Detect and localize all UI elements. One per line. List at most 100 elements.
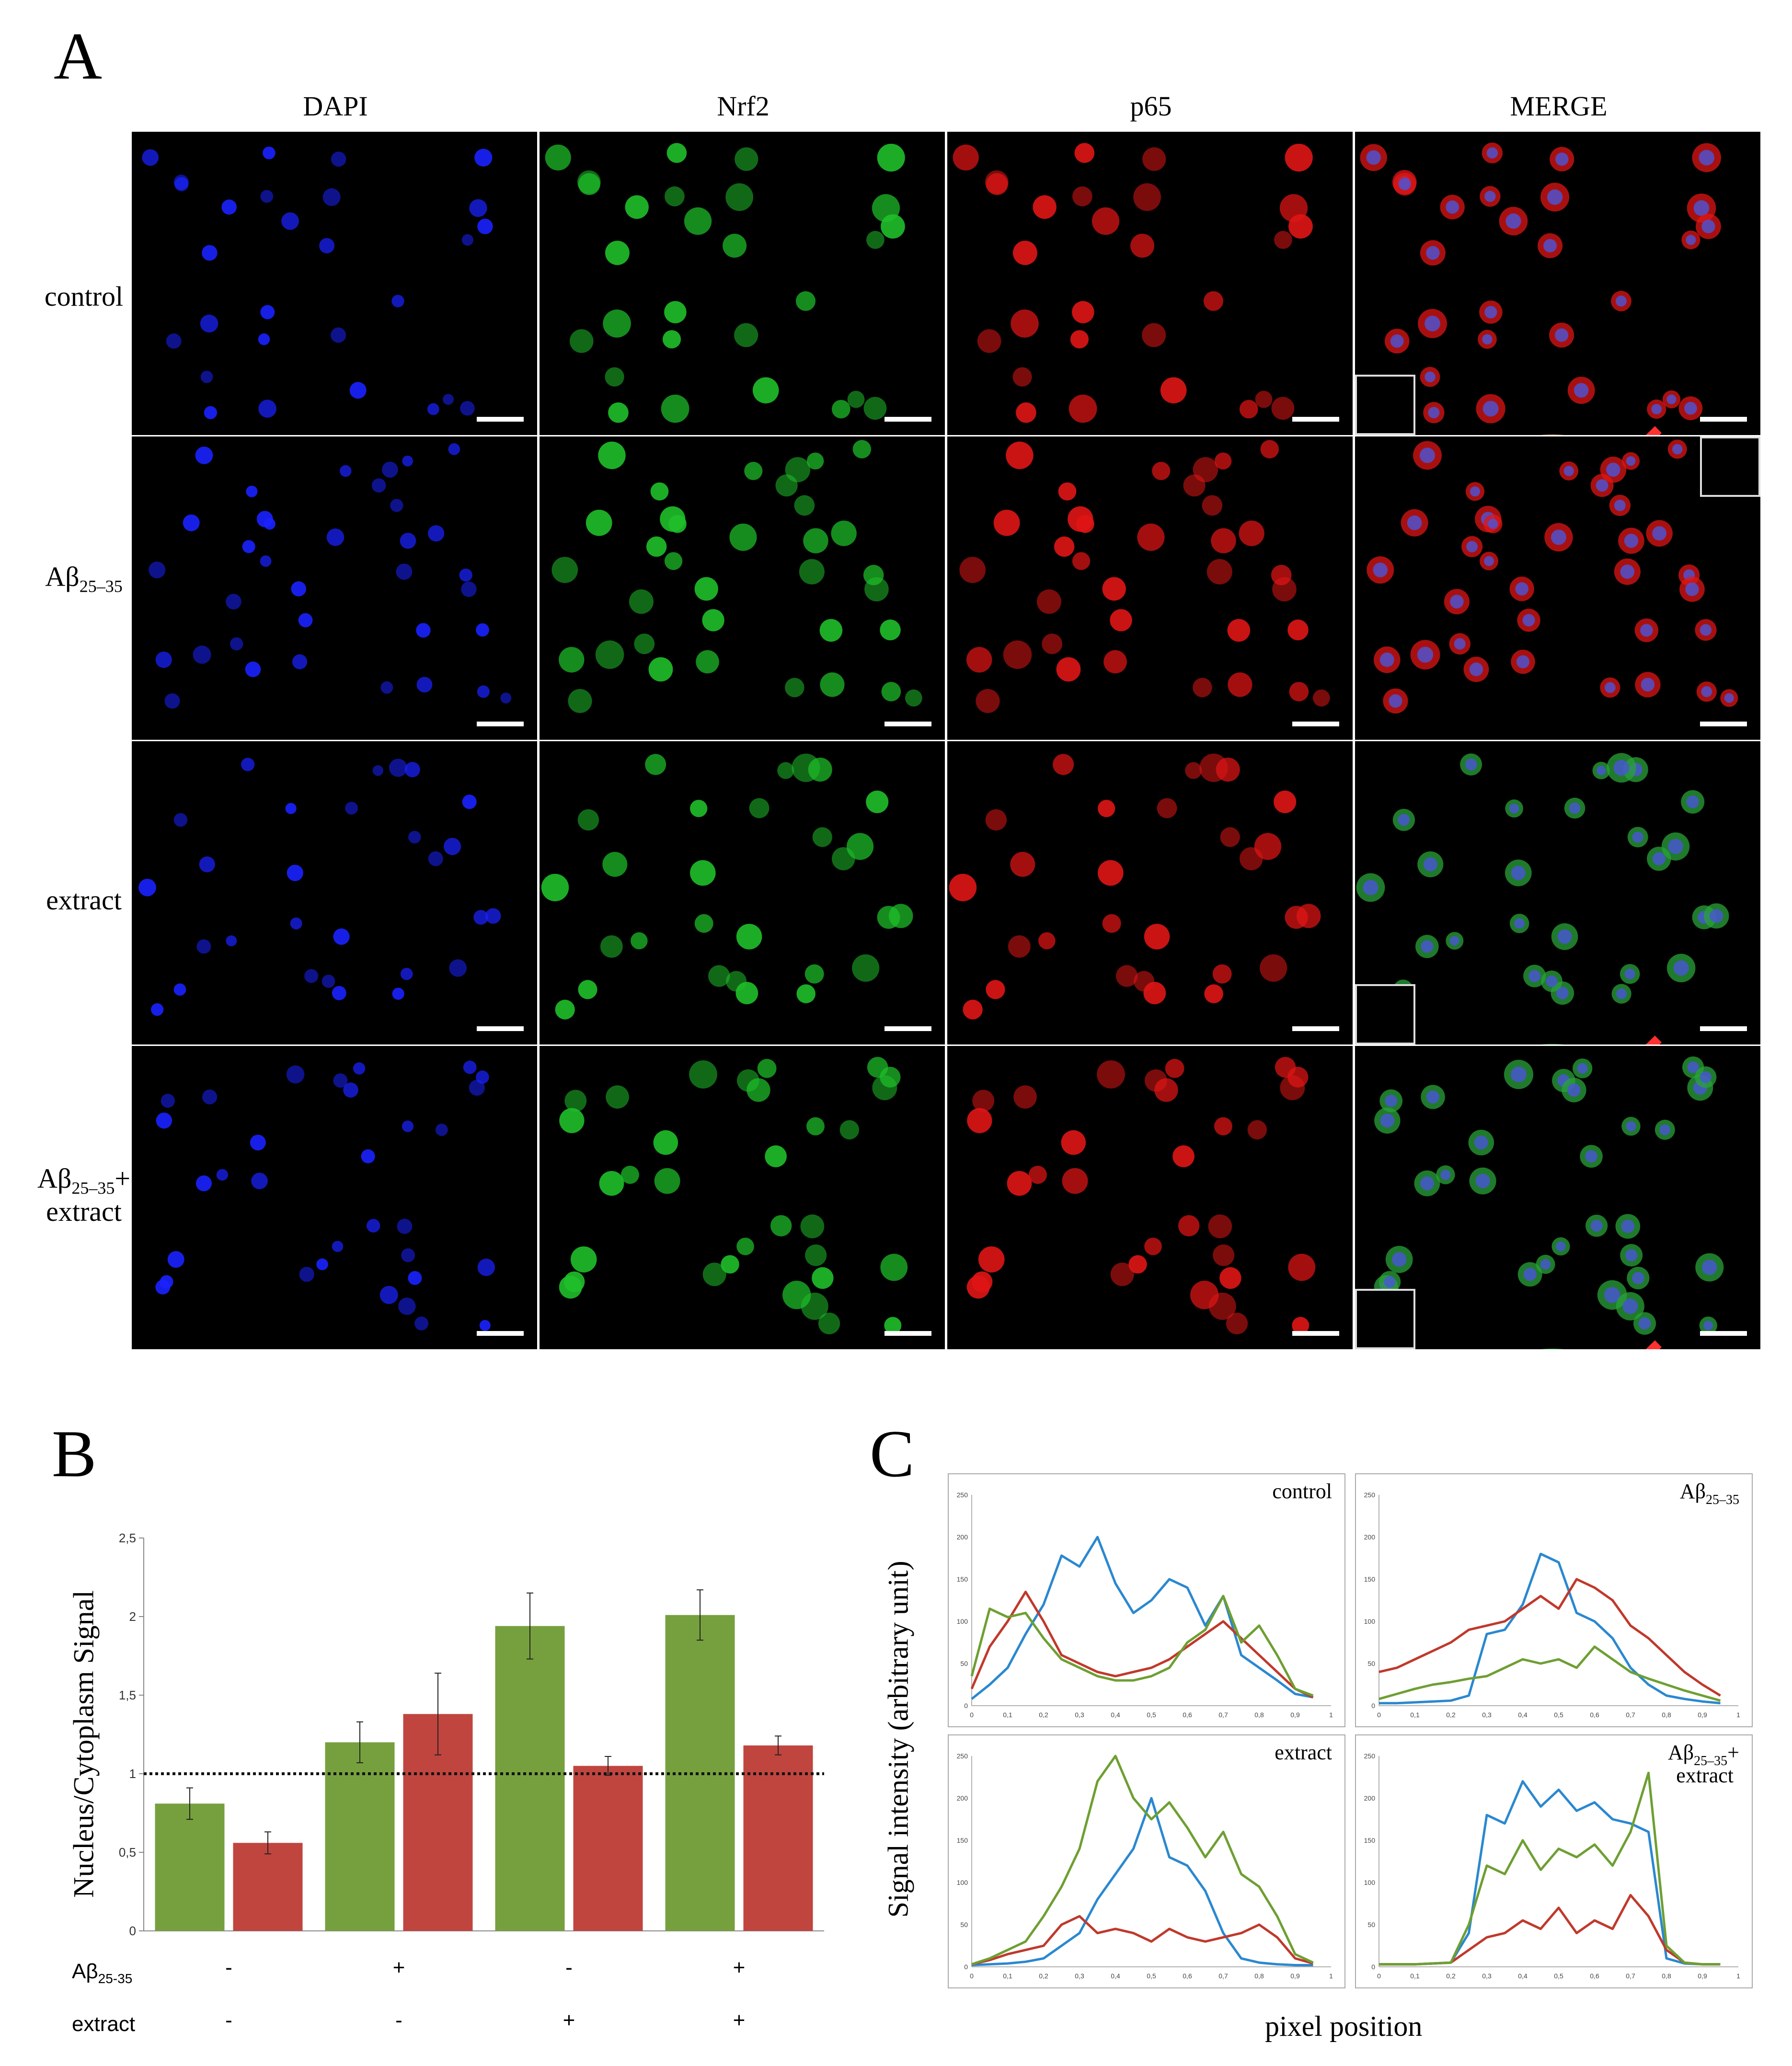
merge-cell-nucleus	[1379, 653, 1394, 667]
cell-blob	[402, 1120, 414, 1132]
cell-blob	[570, 1246, 597, 1273]
profile-y-tick-label: 100	[1364, 1879, 1376, 1886]
bar	[665, 1615, 735, 1931]
merge-cell-nucleus	[1563, 466, 1574, 476]
profile-series-line	[1379, 1552, 1721, 1705]
cell-blob	[443, 394, 454, 405]
profile-y-tick-label: 200	[957, 1794, 968, 1802]
cell-blob	[333, 928, 350, 945]
micrograph-abeta-extract-merge	[1355, 1046, 1760, 1349]
profile-chart: 0 50 100 150 200 250 0 0,1 0,2 0,3 0,4 0,5 0,6 0,7 0,8…	[948, 1473, 1345, 1727]
merge-cell-nucleus	[1659, 1124, 1671, 1136]
cell-blob	[578, 980, 597, 999]
profile-x-tick-label: 0,2	[1039, 1972, 1048, 1980]
merge-cell-nucleus	[1363, 880, 1378, 895]
merge-cell-nucleus	[1640, 624, 1653, 637]
cell-blob	[161, 1093, 175, 1108]
merge-cell-nucleus	[1699, 149, 1714, 166]
bar	[233, 1843, 303, 1931]
profile-chart: 0 50 100 150 200 250 0 0,1 0,2 0,3 0,4 0,5 0,6 0,7 0,8…	[1355, 1473, 1753, 1727]
cell-blob	[905, 689, 922, 707]
profile-x-tick-label: 0,9	[1290, 1711, 1300, 1719]
extract-sign: +	[733, 2009, 746, 2032]
cell-blob	[1061, 1130, 1086, 1155]
cell-blob	[1239, 520, 1264, 546]
cell-blob	[1214, 1117, 1232, 1136]
cell-blob	[953, 144, 979, 171]
cell-blob	[645, 754, 666, 775]
cell-blob	[736, 1238, 754, 1255]
merge-cell-nucleus	[1398, 178, 1411, 191]
cell-blob	[1102, 914, 1121, 933]
cell-blob	[993, 509, 1020, 536]
profile-series-line	[971, 1536, 1313, 1700]
cell-blob	[629, 589, 654, 614]
cell-blob	[1110, 1263, 1134, 1286]
merge-cell-nucleus	[1407, 515, 1422, 530]
merge-cell-nucleus	[1666, 394, 1677, 404]
cell-blob	[1137, 523, 1165, 551]
merge-cell-nucleus	[1616, 988, 1627, 999]
cell-blob	[196, 939, 211, 954]
merge-cell-nucleus	[1449, 936, 1459, 946]
cell-blob	[605, 241, 630, 265]
cell-blob	[1226, 1312, 1248, 1334]
scale-bar	[885, 417, 931, 422]
cell-blob	[1012, 241, 1037, 265]
profile-x-tick-label: 0,5	[1554, 1711, 1563, 1719]
cell-blob	[812, 827, 832, 847]
cell-blob	[559, 1108, 585, 1133]
cell-blob	[402, 455, 413, 467]
cell-blob	[765, 1145, 787, 1168]
scale-bar	[1700, 1331, 1747, 1336]
cell-blob	[806, 452, 824, 470]
cell-blob	[847, 390, 865, 408]
cell-blob	[349, 382, 367, 399]
cell-blob	[1165, 1059, 1184, 1078]
profile-x-tick-label: 0,8	[1662, 1972, 1671, 1980]
merge-cell-nucleus	[1606, 462, 1620, 477]
cell-blob	[555, 999, 575, 1020]
cell-blob	[1274, 791, 1297, 814]
merge-cell-nucleus	[1624, 968, 1635, 979]
merge-cell-nucleus	[1543, 239, 1557, 253]
cell-blob	[852, 954, 880, 982]
scale-bar	[885, 1026, 931, 1031]
merge-cell-nucleus	[1466, 540, 1478, 552]
cell-blob	[332, 986, 346, 1000]
cell-blob	[1144, 1238, 1162, 1255]
cell-blob	[696, 650, 719, 674]
scale-bar	[885, 1331, 931, 1336]
cell-blob	[477, 1258, 495, 1276]
cell-blob	[1058, 482, 1077, 501]
profile-frame	[948, 1473, 1345, 1727]
cell-blob	[195, 447, 213, 464]
cell-blob	[202, 1089, 218, 1105]
cell-blob	[820, 672, 845, 697]
profile-x-tick-label: 1	[1736, 1972, 1740, 1980]
cell-blob	[477, 685, 490, 698]
profile-x-tick-label: 0	[1377, 1711, 1381, 1719]
cell-blob	[888, 904, 913, 929]
cell-blob	[1072, 552, 1091, 570]
bar-y-tick-label: 0	[129, 1924, 136, 1938]
micrograph-control-nrf2	[540, 132, 945, 435]
cell-blob	[379, 1286, 398, 1304]
profile-y-tick-label: 150	[1364, 1575, 1376, 1583]
bar	[155, 1803, 225, 1931]
extract-sign: +	[563, 2009, 575, 2032]
scale-bar	[1292, 722, 1339, 726]
cell-blob	[396, 563, 413, 580]
cell-blob	[304, 969, 319, 983]
merge-cell-nucleus	[1585, 1150, 1597, 1163]
cell-blob	[287, 864, 303, 881]
scale-bar	[1700, 722, 1747, 726]
micrograph-abeta-p65	[947, 436, 1353, 740]
merge-cell-nucleus	[1523, 1267, 1537, 1281]
cell-blob	[1219, 1267, 1241, 1289]
cell-blob	[795, 291, 816, 311]
cell-blob	[1028, 1166, 1047, 1184]
profile-x-tick-label: 0,6	[1183, 1711, 1192, 1719]
cell-blob	[199, 856, 215, 872]
cell-blob	[292, 654, 308, 669]
